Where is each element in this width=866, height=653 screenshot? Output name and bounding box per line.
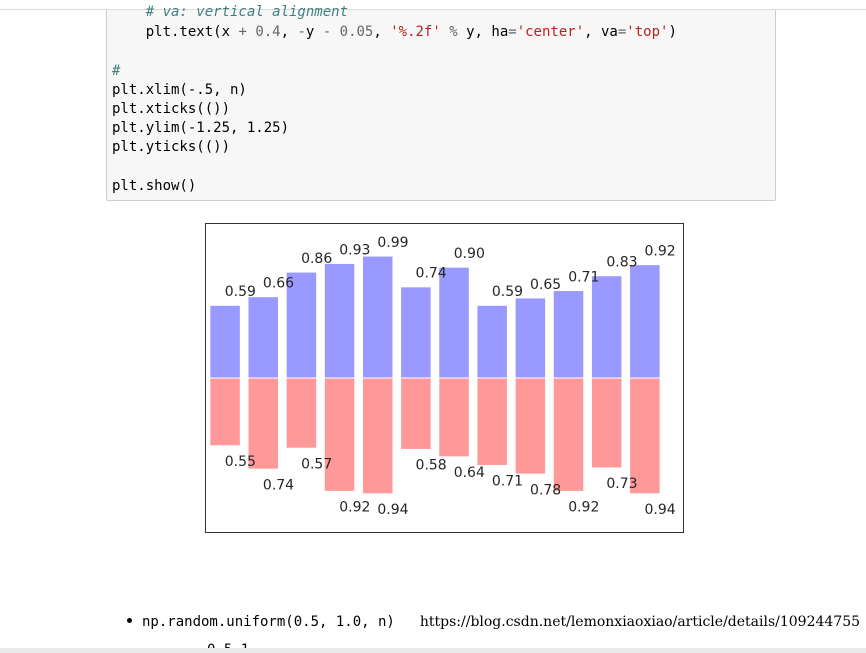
code-line: plt.text(x + 0.4, -y - 0.05, '%.2f' % y,… xyxy=(112,23,677,41)
bar-value-label-bottom: 0.94 xyxy=(645,502,676,518)
bar-value-label-top: 0.59 xyxy=(225,284,256,300)
bar-negative xyxy=(629,377,661,495)
code-line: plt.yticks(()) xyxy=(112,138,230,156)
bar-negative xyxy=(514,377,547,475)
bar-positive xyxy=(476,304,508,379)
bar-value-label-bottom: 0.64 xyxy=(454,465,485,481)
bar-value-label-bottom: 0.92 xyxy=(568,500,599,516)
bar-negative xyxy=(476,377,508,466)
bar-positive xyxy=(590,275,623,379)
code-line: plt.xticks(()) xyxy=(112,100,230,118)
code-token: 0.4 xyxy=(255,24,281,40)
bar-positive xyxy=(209,304,241,379)
bar-value-label-top: 0.93 xyxy=(339,242,370,258)
bar-positive xyxy=(323,262,356,379)
code-token: ) xyxy=(668,24,677,40)
code-token: , xyxy=(280,24,298,40)
bar-positive xyxy=(438,266,470,379)
bar-negative xyxy=(400,377,432,450)
code-token: = xyxy=(617,24,627,40)
bar-value-label-top: 0.71 xyxy=(568,269,599,285)
code-token: - xyxy=(297,24,306,40)
code-token: - xyxy=(322,24,332,40)
code-token: y, ha xyxy=(457,24,509,40)
bar-value-label-bottom: 0.57 xyxy=(301,456,332,472)
bar-negative xyxy=(323,377,356,492)
bar-value-label-bottom: 0.55 xyxy=(225,454,256,470)
bar-value-label-bottom: 0.58 xyxy=(416,458,447,474)
code-token: = xyxy=(508,24,517,40)
bar-value-label-top: 0.74 xyxy=(416,266,447,282)
code-text: plt.ylim(-1.25, 1.25) xyxy=(112,120,290,136)
bar-negative xyxy=(361,377,394,495)
bar-positive xyxy=(552,290,585,379)
notebook-page: # va: vertical alignment plt.text(x + 0.… xyxy=(0,4,866,653)
code-line: # xyxy=(112,62,120,80)
bar-value-label-bottom: 0.92 xyxy=(339,500,370,516)
window-top-border xyxy=(0,0,866,10)
code-token xyxy=(441,24,449,40)
bar-value-label-bottom: 0.78 xyxy=(530,482,561,498)
source-url-watermark: https://blog.csdn.net/lemonxiaoxiao/arti… xyxy=(419,614,861,630)
code-token: % xyxy=(449,24,458,40)
bar-positive xyxy=(361,255,394,379)
bar-value-label-bottom: 0.94 xyxy=(377,502,408,518)
bullet-icon xyxy=(127,617,132,623)
code-line: plt.xlim(-.5, n) xyxy=(112,81,247,99)
code-token: 0.05 xyxy=(339,24,374,40)
bar-positive xyxy=(247,296,280,379)
bar-positive xyxy=(629,264,661,379)
code-token: '%.2f' xyxy=(390,24,441,40)
code-text: plt.xlim(-.5, n) xyxy=(112,82,247,98)
code-line: # va: vertical alignment xyxy=(112,3,348,21)
bar-negative xyxy=(438,377,470,458)
bar-positive xyxy=(514,297,547,379)
bar-value-label-top: 0.86 xyxy=(301,251,332,267)
code-text: plt.yticks(()) xyxy=(112,139,231,155)
code-comment: # xyxy=(112,63,121,79)
code-line: plt.ylim(-1.25, 1.25) xyxy=(112,119,289,137)
bar-negative xyxy=(285,377,318,449)
bar-value-label-top: 0.65 xyxy=(530,277,561,293)
code-token: y xyxy=(305,24,323,40)
bar-chart: 0.59 0.66 0.86 0.93 0.99 0.74 0.90 0.59 0.65 0.71… xyxy=(209,235,676,518)
bottom-edge xyxy=(0,648,866,653)
code-token: 'top' xyxy=(626,24,669,40)
bar-value-label-bottom: 0.74 xyxy=(263,477,294,493)
bar-value-label-top: 0.90 xyxy=(454,246,485,262)
code-token xyxy=(331,24,339,40)
code-token: plt.text(x xyxy=(112,24,239,40)
bar-value-label-top: 0.59 xyxy=(492,284,523,300)
bar-negative xyxy=(590,377,623,469)
bar-negative xyxy=(552,377,585,492)
cut-off-text: 0.5 1 ~ xyxy=(207,642,266,648)
code-line: plt.show() xyxy=(112,177,196,195)
bar-negative xyxy=(209,377,241,447)
code-text: plt.show() xyxy=(112,178,197,194)
bar-value-label-bottom: 0.71 xyxy=(492,474,523,490)
code-text: plt.xticks(()) xyxy=(112,101,231,117)
code-token: , va xyxy=(584,24,618,40)
code-comment: # va: vertical alignment xyxy=(112,4,349,20)
bar-value-label-bottom: 0.73 xyxy=(606,476,637,492)
code-cell[interactable]: # va: vertical alignment plt.text(x + 0.… xyxy=(106,4,776,201)
bar-value-label-top: 0.83 xyxy=(606,255,637,271)
code-token: , xyxy=(373,24,391,40)
bar-value-label-top: 0.99 xyxy=(377,235,408,251)
code-token: + xyxy=(238,24,247,40)
chart-figure: 0.59 0.66 0.86 0.93 0.99 0.74 0.90 0.59 0.65 0.71… xyxy=(205,223,684,533)
bullet-code: np.random.uniform(0.5, 1.0, n) xyxy=(142,614,395,630)
bullet-list-item: np.random.uniform(0.5, 1.0, n) https://bl… xyxy=(127,614,860,630)
bar-positive xyxy=(400,286,432,379)
code-token: 'center' xyxy=(516,24,585,40)
bar-value-label-top: 0.92 xyxy=(645,244,676,260)
bar-value-label-top: 0.66 xyxy=(263,276,294,292)
bar-negative xyxy=(247,377,280,470)
